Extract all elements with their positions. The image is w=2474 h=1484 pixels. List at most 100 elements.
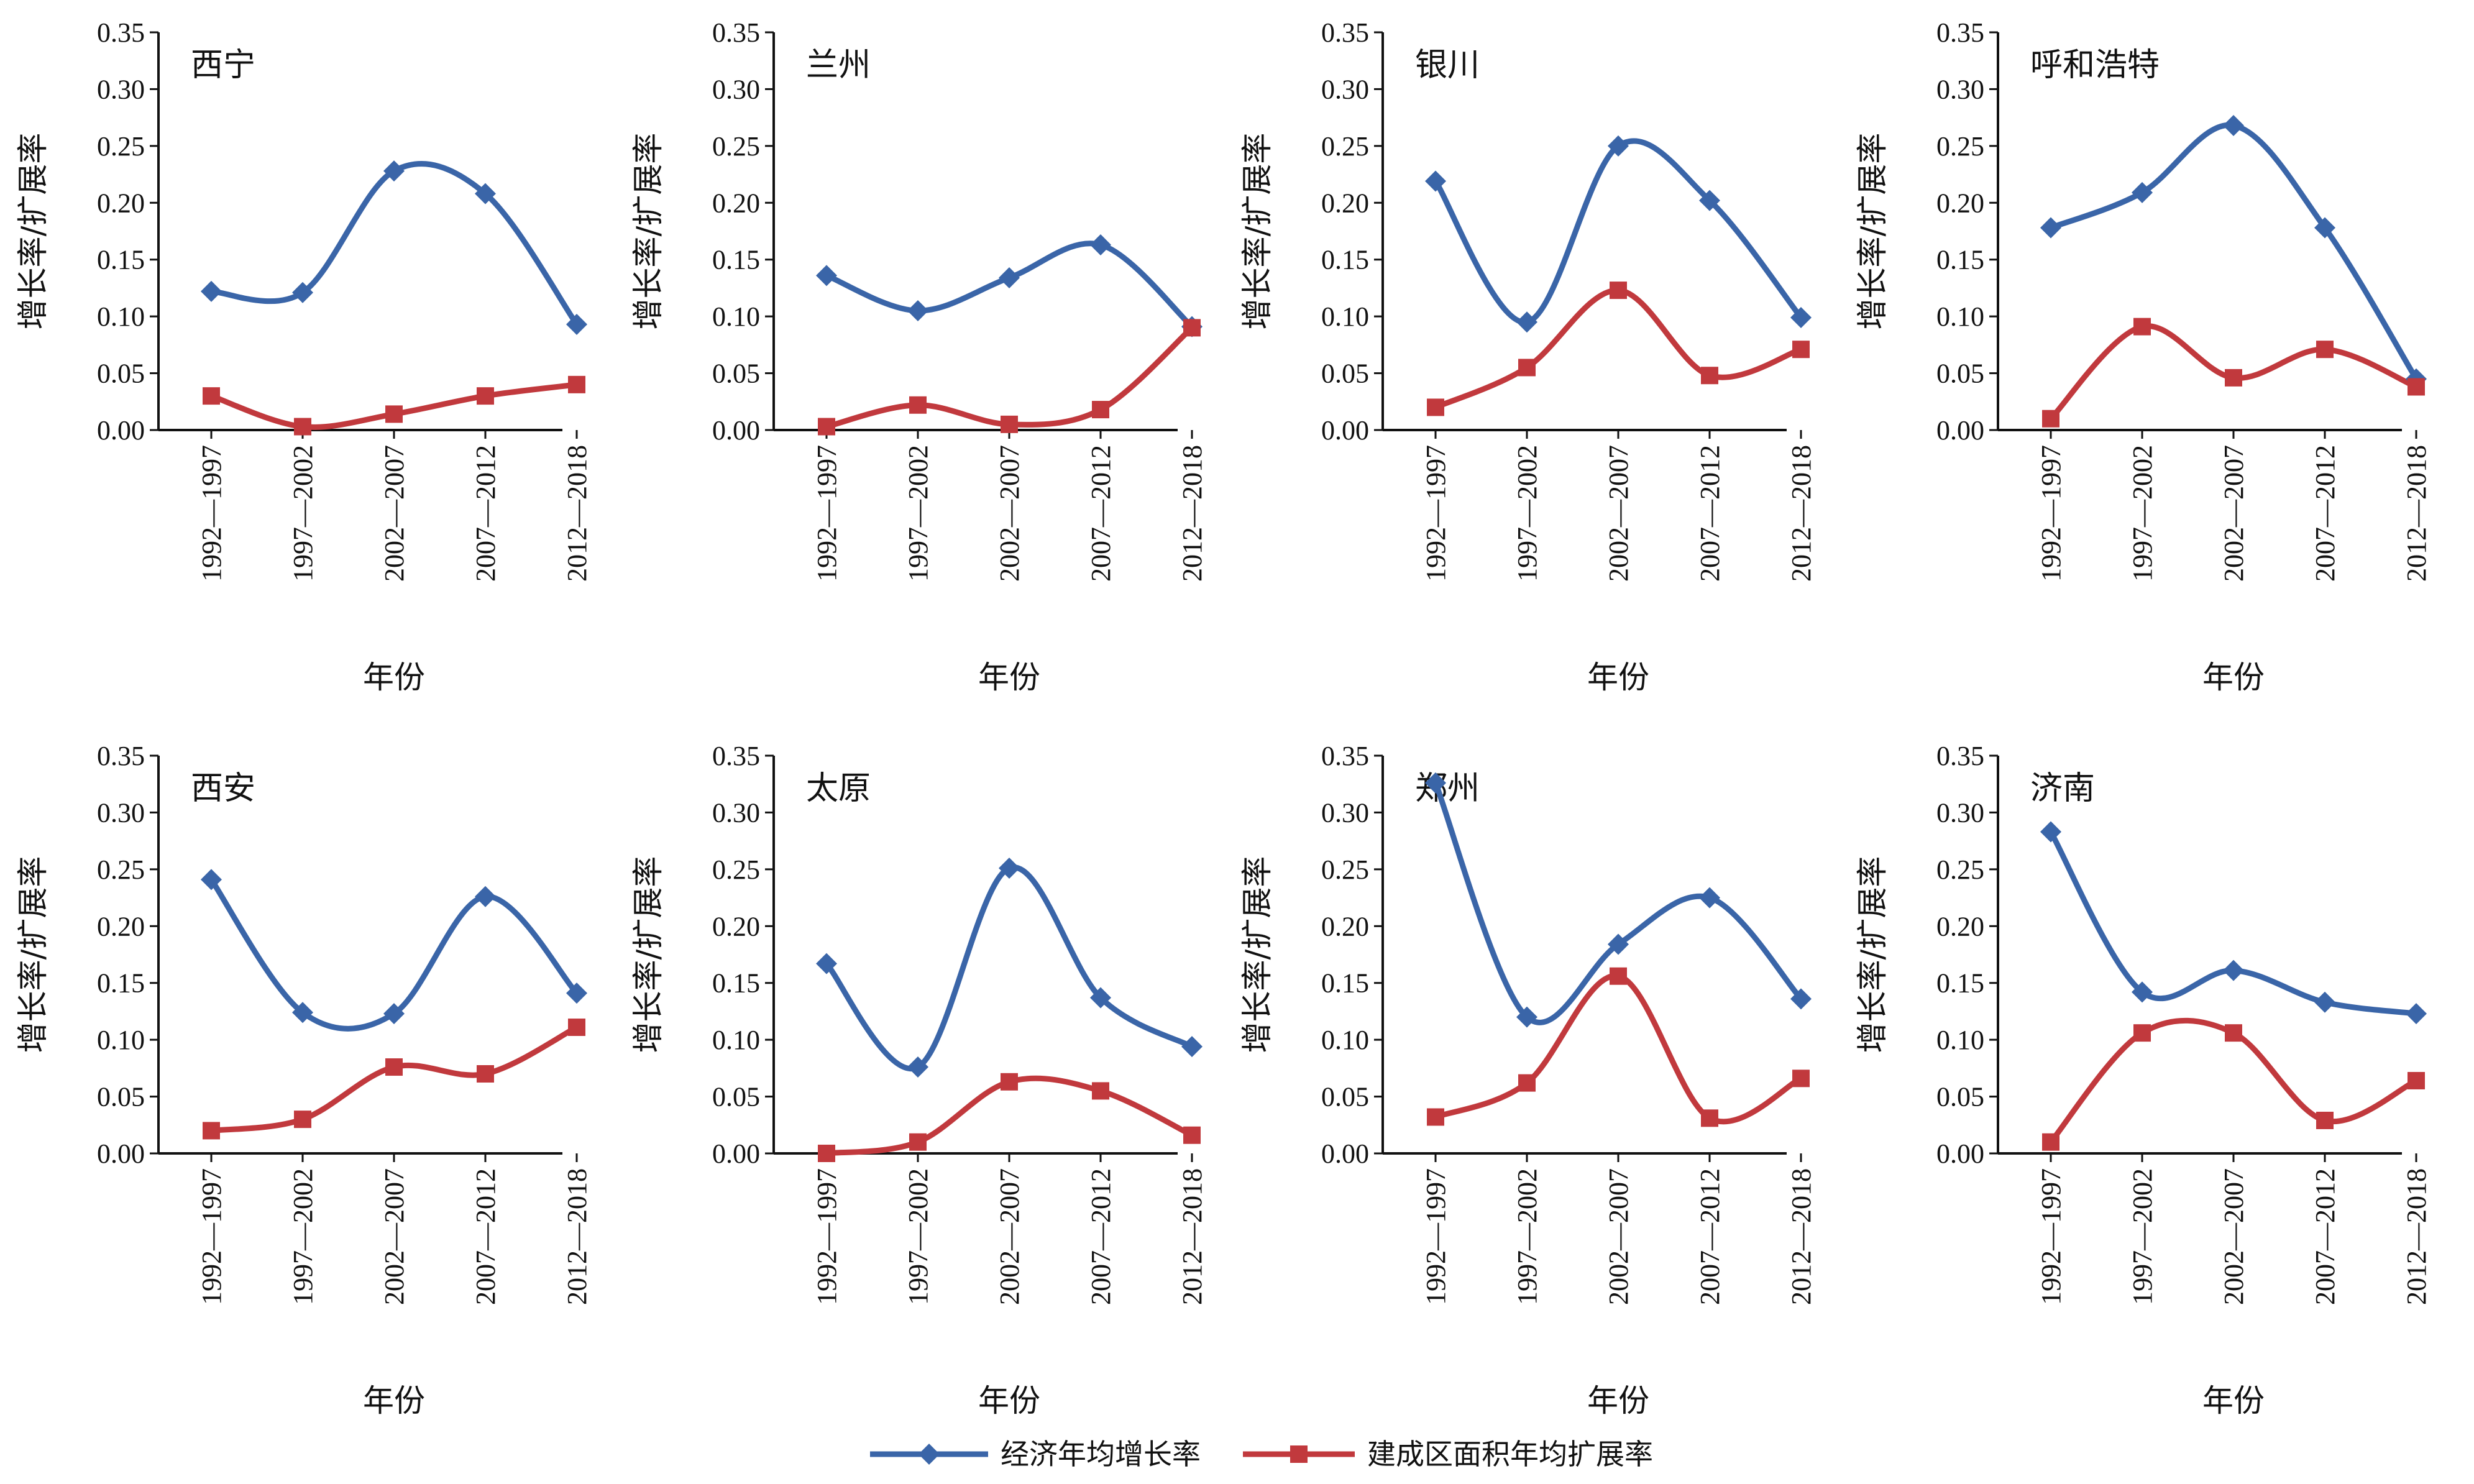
y-tick-label: 0.35	[97, 741, 145, 771]
economic-point	[1516, 311, 1537, 333]
y-tick-label: 0.20	[1321, 188, 1369, 218]
x-tick-label: 2007—2012	[2310, 445, 2340, 582]
x-axis-title: 年份	[1587, 1383, 1649, 1419]
economic-point	[907, 300, 928, 321]
y-axis-title: 增长率/扩展率	[1854, 856, 1890, 1053]
expansion-point	[2316, 1111, 2334, 1129]
x-tick-label: 2012—2018	[1177, 445, 1207, 582]
expansion-point	[1518, 1074, 1536, 1092]
x-tick-label: 1997—2002	[903, 445, 933, 582]
y-tick-label: 0.10	[712, 1025, 760, 1055]
economic-point	[201, 280, 222, 302]
expansion-point	[2133, 1024, 2151, 1042]
expansion-point	[477, 387, 494, 405]
economic-growth-line	[824, 864, 1194, 1072]
economic-point	[2040, 821, 2061, 843]
panel-title: 兰州	[806, 47, 871, 84]
expansion-point	[2133, 318, 2151, 336]
y-tick-label: 0.25	[1936, 131, 1984, 162]
economic-point	[1425, 170, 1446, 192]
y-tick-label: 0.05	[712, 1082, 760, 1112]
x-tick-label: 1997—2002	[288, 1168, 318, 1305]
expansion-point	[2225, 369, 2242, 387]
economic-point	[292, 1002, 313, 1024]
economic-point	[999, 858, 1020, 879]
expansion-point	[1001, 415, 1018, 433]
y-axis-title: 增长率/扩展率	[15, 133, 51, 330]
x-tick-label: 1997—2002	[288, 445, 318, 582]
y-axis-title: 增长率/扩展率	[1239, 133, 1275, 330]
y-tick-label: 0.20	[97, 911, 145, 941]
y-tick-label: 0.15	[1321, 245, 1369, 275]
economic-point	[2040, 217, 2061, 239]
y-axis-title: 增长率/扩展率	[1239, 856, 1275, 1053]
legend: 经济年均增长率 建成区面积年均扩展率	[870, 1437, 1653, 1471]
legend-economic-label: 经济年均增长率	[1001, 1437, 1201, 1471]
expansion-point	[1610, 282, 1627, 300]
y-tick-label: 0.35	[1936, 741, 1984, 771]
expansion-point	[385, 1058, 403, 1076]
x-tick-label: 1992—1997	[196, 1168, 227, 1305]
economic-growth-line	[1432, 782, 1803, 1025]
panel-1: 0.00 0.05 0.10 0.15 0.20 0.25 0.30 0.35 1992—199…	[15, 17, 592, 695]
x-tick-label: 2002—2007	[994, 1168, 1025, 1305]
economic-point	[1090, 987, 1111, 1009]
y-tick-label: 0.00	[712, 415, 760, 446]
expansion-point	[1701, 1109, 1718, 1127]
x-axis-title: 年份	[363, 659, 425, 695]
panel-7: 0.00 0.05 0.10 0.15 0.20 0.25 0.30 0.35 1992—199…	[1239, 741, 1817, 1419]
panel-title: 西安	[191, 770, 255, 807]
y-tick-label: 0.00	[1936, 1138, 1984, 1169]
expansion-point	[2316, 341, 2334, 359]
x-axis-title: 年份	[2202, 659, 2265, 695]
y-tick-label: 0.25	[712, 131, 760, 162]
y-tick-label: 0.10	[97, 1025, 145, 1055]
economic-point	[1699, 887, 1720, 909]
expansion-point	[2225, 1024, 2242, 1042]
expansion-point	[568, 375, 585, 393]
y-tick-label: 0.35	[1936, 17, 1984, 48]
y-tick-label: 0.20	[1321, 911, 1369, 941]
y-tick-label: 0.05	[97, 1082, 145, 1112]
x-axis-title: 年份	[363, 1383, 425, 1419]
x-tick-label: 2007—2012	[2310, 1168, 2340, 1305]
y-tick-label: 0.35	[97, 17, 145, 48]
expansion-point	[909, 1133, 927, 1151]
economic-growth-line	[1433, 138, 1803, 325]
y-axis-title: 增长率/扩展率	[630, 133, 666, 330]
expansion-point	[1610, 967, 1627, 985]
expansion-point	[203, 387, 220, 405]
economic-point	[1516, 1006, 1537, 1028]
legend-expansion-label: 建成区面积年均扩展率	[1367, 1437, 1653, 1471]
x-tick-label: 2002—2007	[2219, 445, 2249, 582]
economic-growth-line	[2050, 122, 2419, 381]
y-tick-label: 0.15	[97, 968, 145, 999]
expansion-point	[1092, 401, 1109, 419]
x-tick-label: 2012—2018	[1177, 1168, 1207, 1305]
x-tick-label: 1992—1997	[2036, 1168, 2066, 1305]
x-tick-label: 1992—1997	[196, 445, 227, 582]
y-tick-label: 0.25	[97, 131, 145, 162]
x-tick-label: 2007—2012	[1695, 445, 1725, 582]
y-tick-label: 0.25	[712, 854, 760, 885]
x-axis-title: 年份	[1587, 659, 1649, 695]
y-tick-label: 0.15	[712, 245, 760, 275]
y-tick-label: 0.35	[1321, 741, 1369, 771]
y-tick-label: 0.30	[712, 74, 760, 104]
panel-title: 太原	[806, 770, 871, 807]
economic-point	[2223, 114, 2244, 136]
expansion-point	[1701, 367, 1718, 385]
economic-point	[816, 265, 837, 286]
y-tick-label: 0.05	[1936, 359, 1984, 389]
x-tick-label: 2007—2012	[1086, 1168, 1116, 1305]
economic-point	[1090, 234, 1111, 255]
expansion-point	[909, 396, 927, 414]
y-tick-label: 0.30	[1321, 74, 1369, 104]
economic-point	[2132, 981, 2153, 1003]
panel-4: 0.00 0.05 0.10 0.15 0.20 0.25 0.30 0.35 1992—199…	[1854, 17, 2432, 695]
economic-point	[1790, 306, 1812, 328]
x-axis-title: 年份	[2202, 1383, 2265, 1419]
y-tick-label: 0.30	[1321, 797, 1369, 828]
economic-point	[2314, 217, 2335, 239]
x-tick-label: 1997—2002	[2127, 1168, 2158, 1305]
